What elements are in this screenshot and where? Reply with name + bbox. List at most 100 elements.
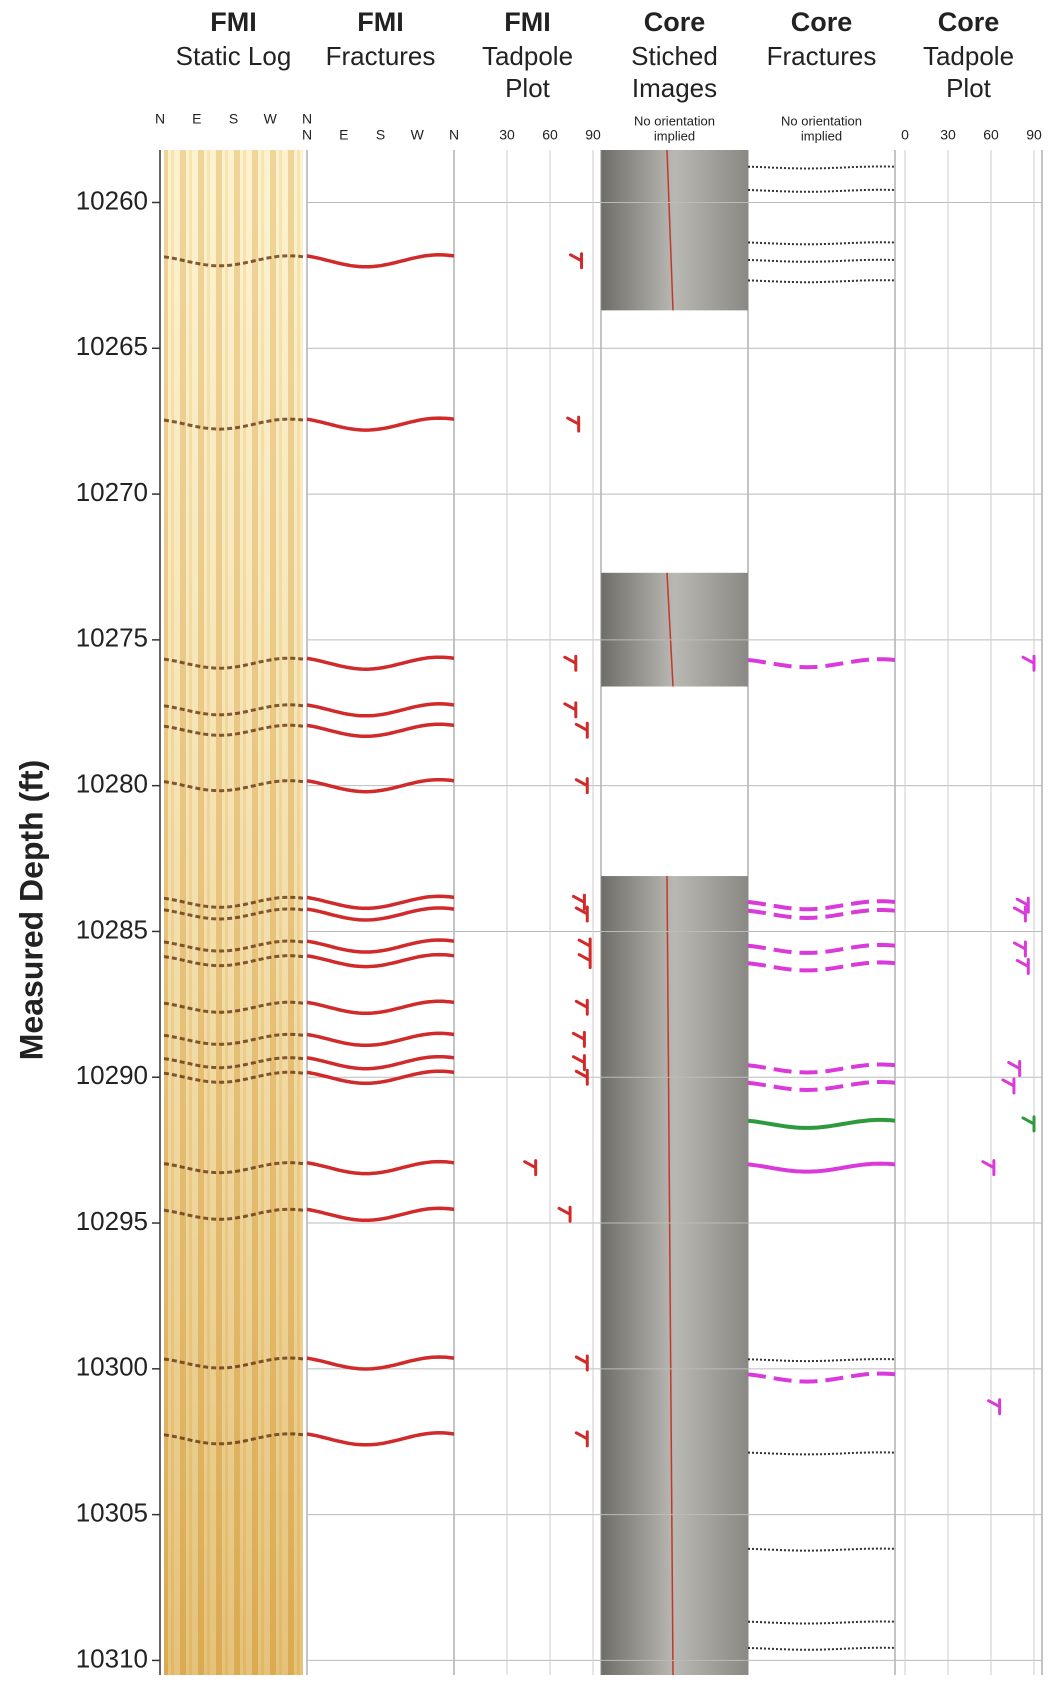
fmi-fracture	[307, 1033, 454, 1045]
core-image	[601, 150, 748, 310]
fmi-fracture	[307, 704, 454, 716]
y-tick-label: 10280	[76, 769, 148, 799]
scale-label: N	[449, 127, 459, 143]
y-tick-label: 10295	[76, 1206, 148, 1236]
core-image	[601, 573, 748, 687]
fmi-fracture	[307, 1162, 454, 1174]
fmi-fracture	[307, 1357, 454, 1369]
fmi-fracture	[307, 657, 454, 669]
track-title: Core	[644, 7, 706, 37]
track-subtitle: Images	[632, 73, 717, 103]
fmi-fracture	[307, 1057, 454, 1069]
track-subtitle: Plot	[946, 73, 992, 103]
scale-label: N	[155, 111, 165, 127]
track-title: FMI	[504, 7, 551, 37]
fmi-fracture	[307, 940, 454, 952]
tadpole	[1003, 1079, 1014, 1093]
track-subtitle: Static Log	[176, 41, 292, 71]
scale-label: N	[302, 127, 312, 143]
tadpole	[1014, 907, 1025, 921]
track-title: FMI	[357, 7, 404, 37]
tadpole	[1017, 959, 1028, 973]
core-fracture	[748, 1374, 895, 1382]
tadpole	[573, 1056, 584, 1070]
core-fracture	[748, 1549, 895, 1551]
fmi-fracture	[307, 908, 454, 920]
x-tick-label: 30	[940, 127, 956, 143]
tadpole	[559, 1207, 570, 1221]
y-tick-label: 10270	[76, 477, 148, 507]
y-tick-label: 10260	[76, 185, 148, 215]
tadpole	[1023, 1117, 1034, 1131]
track-title: FMI	[210, 7, 257, 37]
scale-label: S	[376, 127, 385, 143]
scale-label: E	[192, 111, 201, 127]
track-subtitle: Fractures	[326, 41, 436, 71]
x-tick-label: 90	[1026, 127, 1042, 143]
core-fracture	[748, 945, 895, 953]
scale-note: No orientation	[634, 113, 715, 128]
scale-label: W	[264, 111, 278, 127]
y-tick-label: 10305	[76, 1498, 148, 1528]
tadpole	[568, 417, 579, 431]
track-subtitle: Tadpole	[482, 41, 573, 71]
tadpole	[576, 1356, 587, 1370]
fmi-fracture	[307, 724, 454, 736]
core-fracture	[748, 1648, 895, 1650]
core-fracture	[748, 1452, 895, 1454]
core-fracture	[748, 1164, 895, 1172]
y-tick-label: 10290	[76, 1060, 148, 1090]
y-tick-label: 10285	[76, 914, 148, 944]
core-fracture	[748, 1359, 895, 1361]
track-subtitle: Fractures	[767, 41, 877, 71]
tadpole	[989, 1400, 1000, 1414]
fmi-fracture	[307, 418, 454, 430]
tadpole	[1014, 942, 1025, 956]
tadpole	[525, 1161, 536, 1175]
y-tick-label: 10275	[76, 623, 148, 653]
tadpole	[983, 1161, 994, 1175]
core-fracture	[748, 1065, 895, 1073]
tadpole	[1009, 1061, 1020, 1075]
core-fracture	[748, 1120, 895, 1128]
core-fracture	[748, 280, 895, 282]
x-tick-label: 60	[983, 127, 999, 143]
scale-label: W	[411, 127, 425, 143]
core-fracture	[748, 1622, 895, 1624]
x-tick-label: 30	[499, 127, 515, 143]
fmi-fracture	[307, 255, 454, 267]
core-fracture	[748, 910, 895, 918]
fmi-fracture	[307, 1001, 454, 1013]
scale-label: S	[229, 111, 238, 127]
x-tick-label: 90	[585, 127, 601, 143]
core-fracture	[748, 1082, 895, 1090]
fmi-fracture	[307, 896, 454, 908]
core-fracture	[748, 659, 895, 667]
y-tick-label: 10310	[76, 1643, 148, 1673]
y-tick-label: 10265	[76, 331, 148, 361]
tadpole	[565, 703, 576, 717]
tadpole	[565, 656, 576, 670]
x-tick-label: 60	[542, 127, 558, 143]
core-fracture	[748, 190, 895, 192]
core-fracture	[748, 242, 895, 244]
track-subtitle: Tadpole	[923, 41, 1014, 71]
x-tick-label: 0	[901, 127, 909, 143]
track-title: Core	[938, 7, 1000, 37]
track-subtitle: Plot	[505, 73, 551, 103]
tadpole	[579, 939, 590, 953]
scale-label: N	[302, 111, 312, 127]
core-image	[601, 876, 748, 1675]
fmi-fracture	[307, 1208, 454, 1220]
tadpole	[1023, 656, 1034, 670]
fmi-fracture	[307, 955, 454, 967]
track-subtitle: Stiched	[631, 41, 718, 71]
tadpole	[576, 723, 587, 737]
track-title: Core	[791, 7, 853, 37]
core-fracture	[748, 167, 895, 169]
core-fracture	[748, 260, 895, 262]
tadpole	[571, 254, 582, 268]
tadpole	[579, 954, 590, 968]
tadpole	[576, 1000, 587, 1014]
fmi-fracture	[307, 1433, 454, 1445]
